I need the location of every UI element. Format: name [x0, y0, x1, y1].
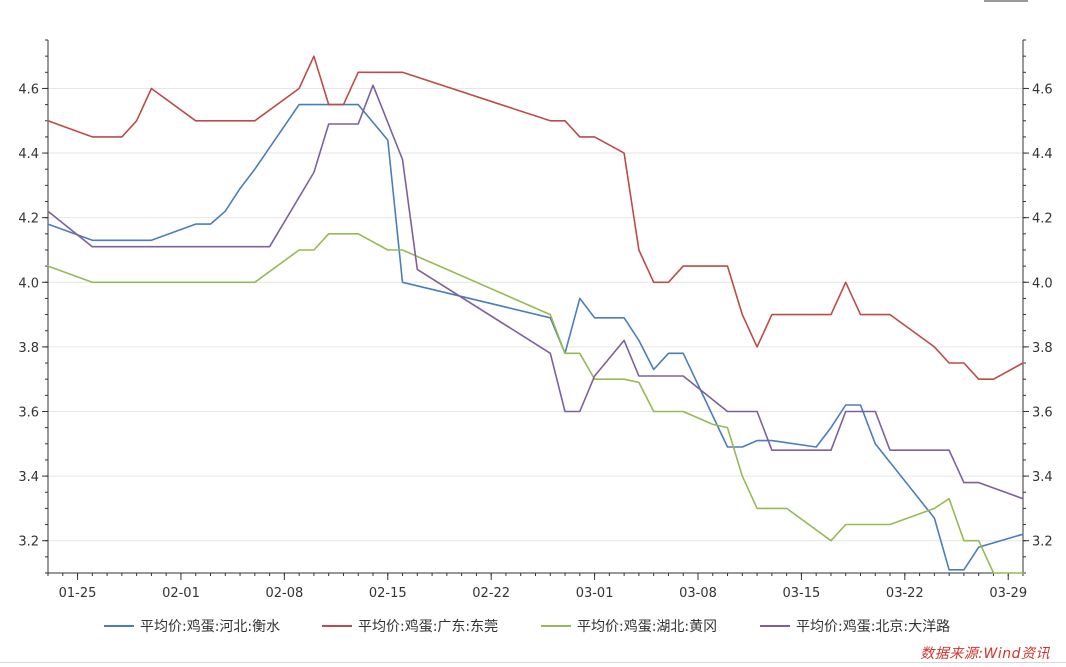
y-tick-label-right: 4.4 — [1032, 147, 1053, 162]
bottom-divider — [0, 662, 1066, 663]
y-tick-label-left: 4.2 — [18, 212, 39, 227]
legend-label: 平均价:鸡蛋:广东:东莞 — [358, 619, 499, 635]
x-tick-label: 02-22 — [472, 586, 510, 601]
legend-label: 平均价:鸡蛋:湖北:黄冈 — [577, 619, 718, 635]
x-tick-label: 03-22 — [886, 586, 924, 601]
y-tick-label-right: 4.6 — [1032, 82, 1053, 97]
y-tick-label-left: 3.8 — [18, 341, 39, 356]
y-tick-label-left: 4.4 — [18, 147, 39, 162]
legend-item: 平均价:鸡蛋:北京:大洋路 — [760, 612, 950, 640]
legend-swatch — [104, 625, 134, 627]
x-tick-label: 02-15 — [369, 586, 407, 601]
legend-swatch — [541, 625, 571, 627]
y-tick-label-left: 3.2 — [18, 535, 39, 550]
y-tick-label-right: 3.6 — [1032, 405, 1053, 420]
source-note: 数据来源:Wind资讯 — [920, 646, 1050, 662]
x-tick-label: 02-08 — [265, 586, 303, 601]
y-tick-label-right: 3.8 — [1032, 341, 1053, 356]
legend-item: 平均价:鸡蛋:河北:衡水 — [104, 612, 280, 640]
x-tick-label: 03-15 — [783, 586, 821, 601]
x-tick-label: 01-25 — [59, 586, 97, 601]
legend-swatch — [760, 625, 790, 627]
y-tick-label-left: 3.6 — [18, 405, 39, 420]
x-tick-label: 03-01 — [576, 586, 614, 601]
y-tick-label-right: 4.0 — [1032, 276, 1053, 291]
y-tick-label-right: 4.2 — [1032, 212, 1053, 227]
legend-swatch — [322, 625, 352, 627]
x-tick-label: 03-29 — [989, 586, 1027, 601]
y-tick-label-left: 3.4 — [18, 470, 39, 485]
line-chart: 3.2 3.2 3.4 3.4 3.6 3.6 3.8 3.8 4.0 4.0 4.2 4.2 4.4 4… — [18, 39, 1053, 601]
y-tick-label-right: 3.4 — [1032, 470, 1053, 485]
legend: 平均价:鸡蛋:河北:衡水 平均价:鸡蛋:广东:东莞 平均价:鸡蛋:湖北:黄冈 平均价:… — [0, 612, 1066, 640]
y-tick-label-left: 4.6 — [18, 82, 39, 97]
x-tick-label: 02-01 — [162, 586, 200, 601]
series-line-3 — [47, 233, 1024, 574]
legend-item: 平均价:鸡蛋:湖北:黄冈 — [541, 612, 717, 640]
series-line-1 — [47, 103, 1024, 571]
x-tick-label: 03-08 — [679, 586, 717, 601]
top-edge-mark — [984, 0, 1028, 2]
series-line-4 — [47, 84, 1024, 500]
y-tick-label-left: 4.0 — [18, 276, 39, 291]
y-tick-label-right: 3.2 — [1032, 535, 1053, 550]
legend-item: 平均价:鸡蛋:广东:东莞 — [322, 612, 498, 640]
legend-label: 平均价:鸡蛋:河北:衡水 — [140, 619, 281, 635]
series-line-2 — [47, 55, 1024, 381]
legend-label: 平均价:鸡蛋:北京:大洋路 — [796, 619, 951, 635]
